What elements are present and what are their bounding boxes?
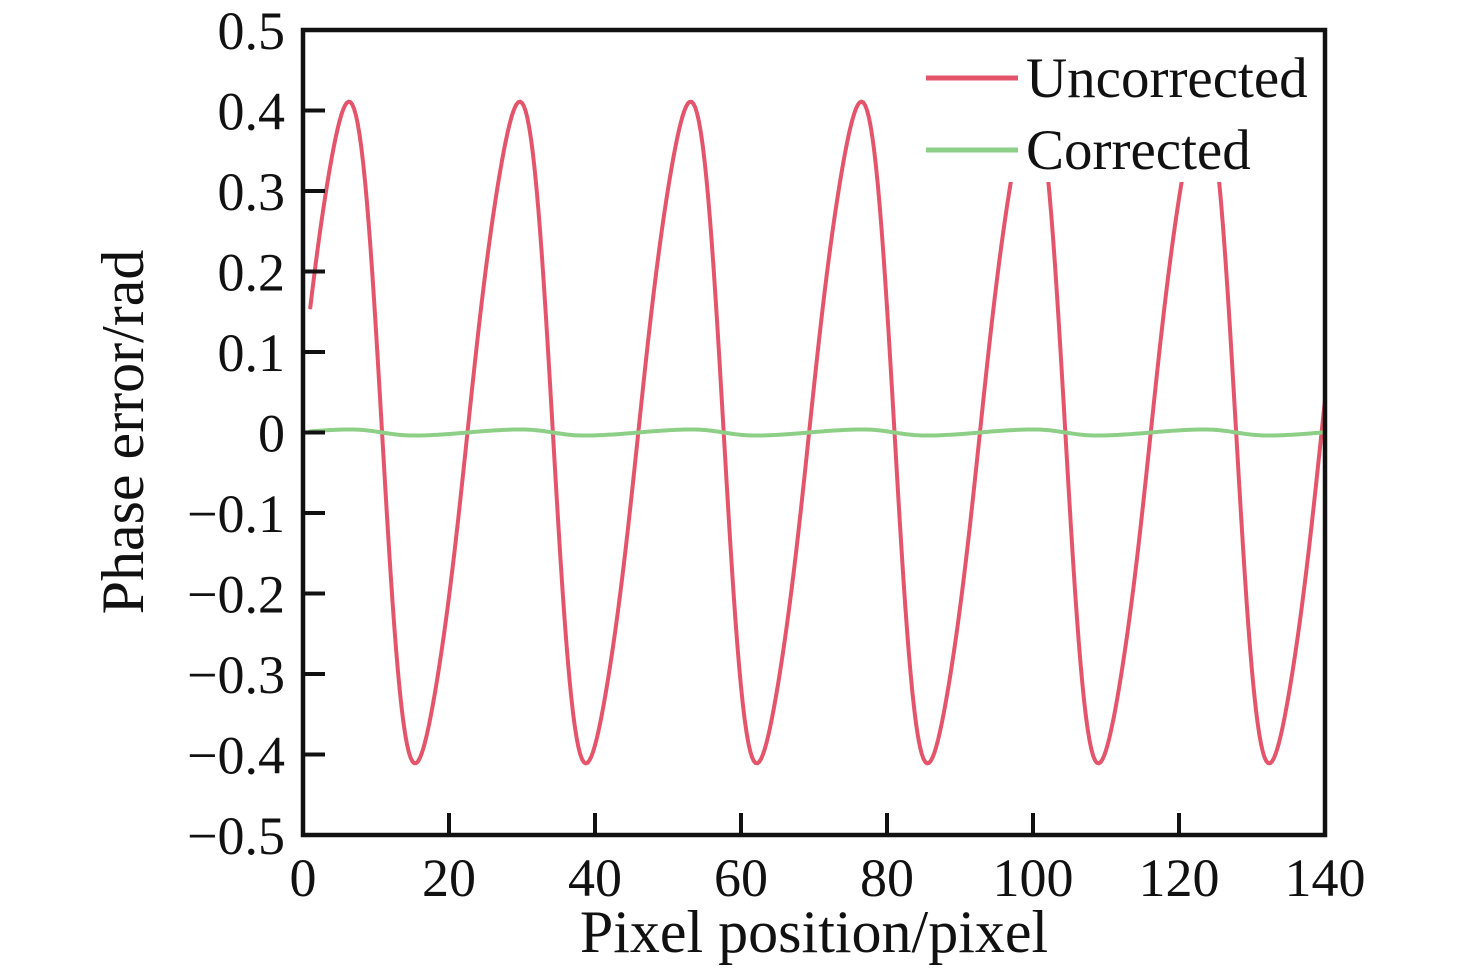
y-axis-ticks: −0.5 −0.4 −0.3 −0.2 −0.1 0 0.1 0.2 0.3 0.4 0.5: [187, 1, 325, 866]
x-tick-label: 80: [860, 848, 914, 908]
legend-label-corrected: Corrected: [1026, 119, 1251, 182]
legend-label-uncorrected: Uncorrected: [1026, 47, 1308, 110]
x-tick-label: 0: [290, 848, 317, 908]
y-tick-label: 0.3: [218, 162, 286, 222]
x-tick-label: 100: [993, 848, 1074, 908]
y-tick-label: 0.4: [218, 82, 286, 142]
x-tick-label: 20: [422, 848, 476, 908]
curves-layer: [308, 99, 1327, 766]
x-tick-label: 40: [568, 848, 622, 908]
x-axis-ticks: 0 20 40 60 80 100 120 140: [290, 813, 1366, 908]
y-axis-title: Phase error/rad: [90, 250, 156, 615]
y-tick-label: −0.3: [187, 645, 285, 705]
y-tick-label: 0.1: [218, 323, 286, 383]
x-tick-label: 60: [714, 848, 768, 908]
y-tick-label: −0.4: [187, 726, 285, 786]
x-axis-title: Pixel position/pixel: [580, 899, 1048, 965]
legend-background: [910, 34, 1315, 182]
y-tick-label: −0.2: [187, 565, 285, 625]
y-tick-label: −0.5: [187, 806, 285, 866]
y-tick-label: 0.2: [218, 243, 286, 303]
x-tick-label: 140: [1285, 848, 1366, 908]
y-tick-label: 0: [258, 404, 285, 464]
x-tick-label: 120: [1139, 848, 1220, 908]
legend: Uncorrected Corrected: [910, 34, 1315, 182]
y-tick-label: −0.1: [187, 484, 285, 544]
series-uncorrected-line: [308, 99, 1327, 766]
y-tick-label: 0.5: [218, 1, 286, 61]
series-corrected-line: [308, 427, 1327, 438]
